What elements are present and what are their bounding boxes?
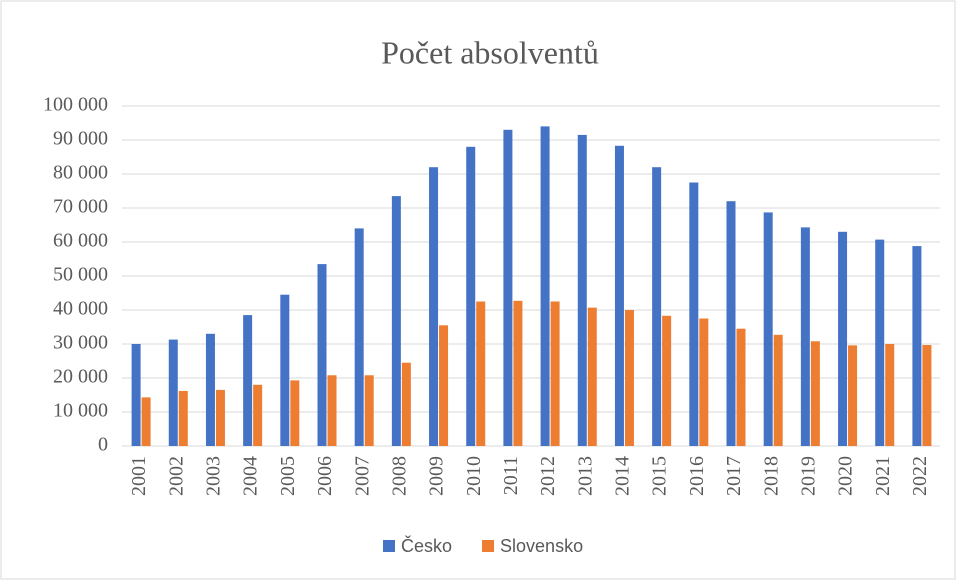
bar [466, 146, 476, 447]
x-tick-label: 2006 [314, 456, 336, 496]
bar [354, 228, 364, 446]
bar [290, 380, 300, 446]
bar [215, 389, 225, 446]
bar [253, 384, 263, 446]
x-tick-label: 2011 [500, 456, 522, 495]
bar [280, 294, 290, 446]
y-tick-label: 10 000 [53, 400, 108, 422]
x-tick-label: 2022 [909, 456, 931, 496]
bar [875, 239, 885, 446]
bar [141, 397, 151, 446]
x-tick-label: 2021 [872, 456, 894, 496]
bar [577, 134, 587, 446]
bar [662, 315, 672, 446]
bar [587, 307, 597, 446]
bar [243, 315, 253, 446]
bar [429, 167, 439, 446]
bar [736, 328, 746, 446]
legend-label: Česko [401, 535, 452, 556]
x-tick-label: 2001 [128, 456, 150, 496]
bar [476, 301, 486, 446]
x-tick-label: 2005 [277, 456, 299, 496]
y-tick-label: 80 000 [53, 162, 108, 184]
x-tick-label: 2020 [835, 456, 857, 496]
y-tick-label: 20 000 [53, 366, 108, 388]
bar [401, 362, 411, 446]
bar [838, 231, 848, 446]
x-tick-label: 2016 [686, 456, 708, 496]
bar [168, 339, 178, 446]
bar [800, 227, 810, 446]
x-tick-label: 2003 [203, 456, 225, 496]
bar [624, 310, 634, 446]
bar [699, 318, 709, 446]
bar [652, 167, 662, 446]
bar [540, 126, 550, 447]
x-tick-label: 2012 [537, 456, 559, 496]
bar [763, 212, 773, 446]
legend-swatch [383, 540, 395, 552]
bar [503, 129, 513, 447]
y-tick-label: 60 000 [53, 230, 108, 252]
y-tick-label: 0 [98, 434, 108, 456]
legend-swatch [482, 540, 495, 552]
y-tick-label: 50 000 [53, 264, 108, 286]
legend-label: Slovensko [500, 536, 583, 556]
x-tick-label: 2015 [649, 456, 671, 496]
bar [131, 344, 141, 446]
bar [912, 246, 922, 446]
bar [205, 333, 215, 446]
x-tick-label: 2002 [165, 456, 187, 496]
bar [773, 334, 783, 446]
bar [439, 325, 449, 446]
bar [364, 375, 374, 446]
y-tick-label: 70 000 [53, 196, 108, 218]
y-tick-label: 90 000 [53, 128, 108, 150]
x-tick-label: 2013 [574, 456, 596, 496]
bar [614, 145, 624, 446]
bar [726, 201, 736, 446]
bar [327, 375, 337, 446]
x-tick-label: 2008 [388, 456, 410, 496]
bar [391, 196, 401, 446]
y-tick-label: 30 000 [53, 332, 108, 354]
bar [317, 264, 327, 446]
x-tick-label: 2009 [426, 456, 448, 496]
x-tick-label: 2017 [723, 456, 745, 496]
x-tick-label: 2010 [463, 456, 485, 496]
y-tick-label: 100 000 [43, 94, 108, 116]
bar [178, 390, 188, 446]
bar [922, 345, 932, 446]
x-tick-label: 2014 [612, 456, 634, 496]
bar [689, 182, 699, 446]
chart-title: Počet absolventů [381, 34, 599, 70]
bar [513, 300, 523, 446]
bar [550, 301, 560, 446]
bar [885, 344, 895, 446]
x-tick-label: 2007 [351, 456, 373, 496]
x-tick-label: 2004 [240, 456, 262, 496]
x-tick-label: 2019 [797, 456, 819, 496]
bar [848, 345, 858, 446]
x-tick-label: 2018 [760, 456, 782, 496]
y-tick-label: 40 000 [53, 298, 108, 320]
bar [810, 341, 820, 446]
